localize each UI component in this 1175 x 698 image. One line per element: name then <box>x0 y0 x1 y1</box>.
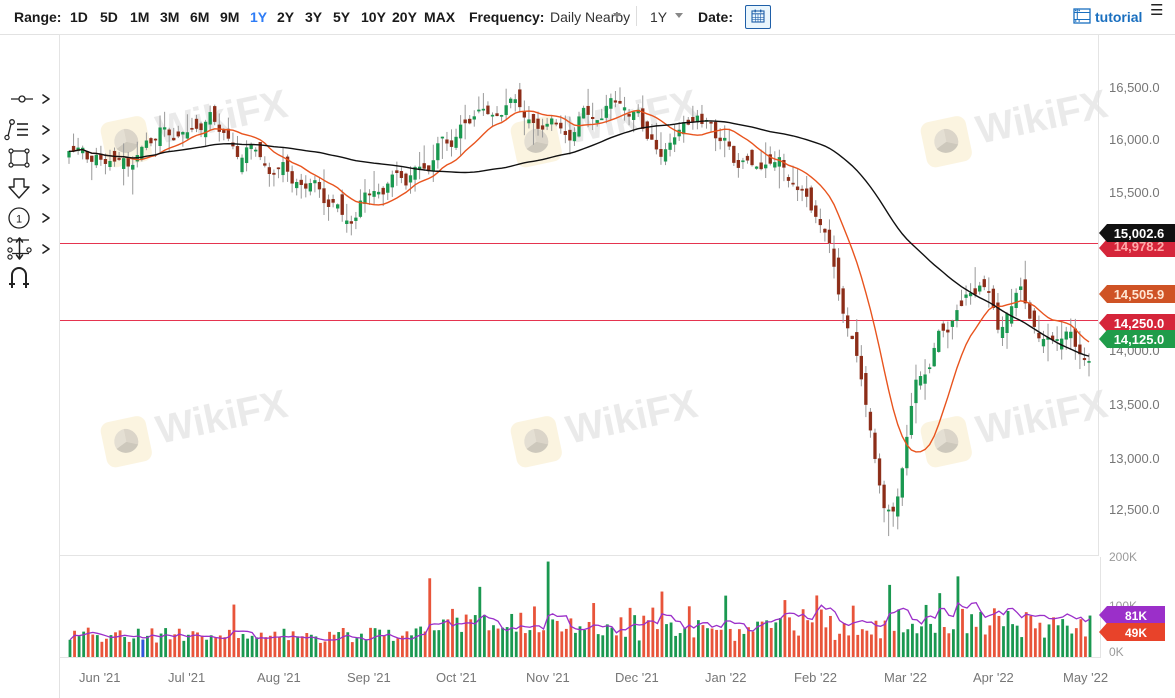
svg-text:49K: 49K <box>1125 626 1147 640</box>
svg-text:14,125.0: 14,125.0 <box>1114 332 1165 347</box>
svg-text:1: 1 <box>16 214 22 226</box>
svg-text:15,002.6: 15,002.6 <box>1114 226 1165 241</box>
svg-text:81K: 81K <box>1125 609 1147 623</box>
svg-text:14,505.9: 14,505.9 <box>1114 287 1165 302</box>
